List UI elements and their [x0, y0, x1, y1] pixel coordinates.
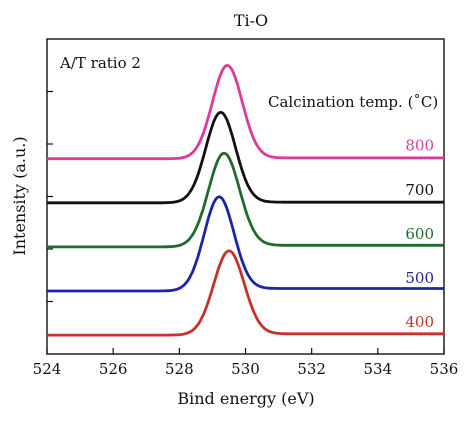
- x-tick-label-536: 536: [430, 360, 459, 378]
- series-line-500: [46, 195, 445, 293]
- x-axis-label: Bind energy (eV): [177, 389, 314, 408]
- series-label-400: 400: [405, 313, 434, 331]
- y-axis-label: Intensity (a.u.): [10, 136, 29, 255]
- series-labels: 800 700 600 500 400: [405, 137, 434, 331]
- calcination-annotation: Calcination temp. (˚C): [268, 93, 438, 111]
- x-ticks: 524 526 528 530 532 534 536: [33, 348, 459, 378]
- x-tick-label-526: 526: [99, 360, 128, 378]
- series-label-500: 500: [405, 269, 434, 287]
- x-tick-label-528: 528: [165, 360, 194, 378]
- x-tick-label-534: 534: [364, 360, 393, 378]
- series-label-800: 800: [405, 137, 434, 155]
- chart-title: Ti-O: [234, 11, 268, 30]
- series-line-400: [46, 249, 445, 337]
- x-tick-label-530: 530: [231, 360, 260, 378]
- plot-frame: [46, 38, 445, 355]
- series-label-600: 600: [405, 225, 434, 243]
- series-line-600: [46, 151, 445, 249]
- series-line-700: [46, 111, 445, 205]
- series-label-700: 700: [405, 181, 434, 199]
- series-line-800: [46, 64, 445, 161]
- x-tick-label-532: 532: [297, 360, 326, 378]
- spectra-curves: [46, 64, 445, 337]
- ratio-annotation: A/T ratio 2: [59, 54, 141, 72]
- x-tick-label-524: 524: [33, 360, 62, 378]
- y-ticks: [47, 90, 53, 303]
